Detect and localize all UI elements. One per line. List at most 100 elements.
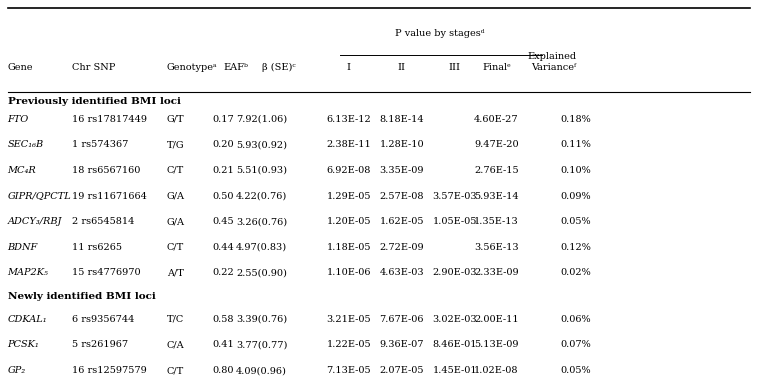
Text: 2.07E-05: 2.07E-05 [380, 366, 424, 375]
Text: 9.36E-07: 9.36E-07 [380, 340, 424, 349]
Text: 1.62E-05: 1.62E-05 [380, 217, 424, 226]
Text: 16 rs17817449: 16 rs17817449 [72, 115, 147, 124]
Text: 7.92(1.06): 7.92(1.06) [236, 115, 287, 124]
Text: 1.18E-05: 1.18E-05 [327, 243, 371, 252]
Text: T/G: T/G [167, 140, 184, 149]
Text: 2 rs6545814: 2 rs6545814 [72, 217, 134, 226]
Text: 0.06%: 0.06% [561, 315, 591, 324]
Text: 2.76E-15: 2.76E-15 [475, 166, 518, 175]
Text: 0.58: 0.58 [213, 315, 234, 324]
Text: 1.10E-06: 1.10E-06 [327, 268, 371, 277]
Text: 0.80: 0.80 [213, 366, 234, 375]
Text: 5.93(0.92): 5.93(0.92) [236, 140, 287, 149]
Text: 6 rs9356744: 6 rs9356744 [72, 315, 134, 324]
Text: 2.57E-08: 2.57E-08 [380, 192, 424, 201]
Text: 0.07%: 0.07% [561, 340, 591, 349]
Text: MC₄R: MC₄R [8, 166, 36, 175]
Text: GP₂: GP₂ [8, 366, 26, 375]
Text: 4.09(0.96): 4.09(0.96) [236, 366, 287, 375]
Text: 0.02%: 0.02% [561, 268, 591, 277]
Text: 16 rs12597579: 16 rs12597579 [72, 366, 147, 375]
Text: Previously identified BMI loci: Previously identified BMI loci [8, 97, 180, 106]
Text: EAFᵇ: EAFᵇ [224, 63, 249, 72]
Text: 0.12%: 0.12% [561, 243, 591, 252]
Text: Explained
Varianceᶠ: Explained Varianceᶠ [527, 52, 576, 72]
Text: 0.44: 0.44 [213, 243, 234, 252]
Text: Genotypeᵃ: Genotypeᵃ [167, 63, 218, 72]
Text: 3.21E-05: 3.21E-05 [327, 315, 371, 324]
Text: 4.60E-27: 4.60E-27 [475, 115, 518, 124]
Text: 5.13E-09: 5.13E-09 [475, 340, 518, 349]
Text: β (SE)ᶜ: β (SE)ᶜ [262, 63, 296, 72]
Text: 5.93E-14: 5.93E-14 [475, 192, 518, 201]
Text: Finalᵉ: Finalᵉ [482, 63, 511, 72]
Text: 0.18%: 0.18% [561, 115, 591, 124]
Text: G/T: G/T [167, 115, 184, 124]
Text: 1.22E-05: 1.22E-05 [327, 340, 371, 349]
Text: 3.77(0.77): 3.77(0.77) [236, 340, 287, 349]
Text: 0.45: 0.45 [213, 217, 234, 226]
Text: 6.92E-08: 6.92E-08 [327, 166, 371, 175]
Text: Gene: Gene [8, 63, 33, 72]
Text: 5 rs261967: 5 rs261967 [72, 340, 128, 349]
Text: MAP2K₅: MAP2K₅ [8, 268, 49, 277]
Text: G/A: G/A [167, 192, 185, 201]
Text: C/T: C/T [167, 243, 184, 252]
Text: 2.55(0.90): 2.55(0.90) [236, 268, 287, 277]
Text: 19 rs11671664: 19 rs11671664 [72, 192, 147, 201]
Text: 3.26(0.76): 3.26(0.76) [236, 217, 287, 226]
Text: 0.41: 0.41 [213, 340, 234, 349]
Text: 4.97(0.83): 4.97(0.83) [236, 243, 287, 252]
Text: 1.29E-05: 1.29E-05 [327, 192, 371, 201]
Text: 0.05%: 0.05% [561, 217, 591, 226]
Text: 2.33E-09: 2.33E-09 [475, 268, 518, 277]
Text: 9.47E-20: 9.47E-20 [475, 140, 518, 149]
Text: 4.22(0.76): 4.22(0.76) [236, 192, 287, 201]
Text: 0.17: 0.17 [213, 115, 234, 124]
Text: II: II [398, 63, 406, 72]
Text: 0.10%: 0.10% [561, 166, 591, 175]
Text: 1.20E-05: 1.20E-05 [327, 217, 371, 226]
Text: G/A: G/A [167, 217, 185, 226]
Text: Chr SNP: Chr SNP [72, 63, 115, 72]
Text: 3.02E-03: 3.02E-03 [433, 315, 477, 324]
Text: 7.67E-06: 7.67E-06 [380, 315, 424, 324]
Text: 3.56E-13: 3.56E-13 [475, 243, 518, 252]
Text: P value by stagesᵈ: P value by stagesᵈ [395, 29, 484, 38]
Text: 1 rs574367: 1 rs574367 [72, 140, 128, 149]
Text: 5.51(0.93): 5.51(0.93) [236, 166, 287, 175]
Text: SEC₁₆B: SEC₁₆B [8, 140, 44, 149]
Text: 1.28E-10: 1.28E-10 [380, 140, 424, 149]
Text: 0.11%: 0.11% [561, 140, 591, 149]
Text: C/T: C/T [167, 166, 184, 175]
Text: A/T: A/T [167, 268, 183, 277]
Text: 1.02E-08: 1.02E-08 [475, 366, 518, 375]
Text: 1.05E-05: 1.05E-05 [433, 217, 477, 226]
Text: Newly identified BMI loci: Newly identified BMI loci [8, 292, 155, 301]
Text: ADCY₃/RBJ: ADCY₃/RBJ [8, 217, 62, 226]
Text: 1.45E-01: 1.45E-01 [433, 366, 477, 375]
Text: CDKAL₁: CDKAL₁ [8, 315, 47, 324]
Text: 2.38E-11: 2.38E-11 [326, 140, 371, 149]
Text: 0.09%: 0.09% [561, 192, 591, 201]
Text: 2.72E-09: 2.72E-09 [380, 243, 424, 252]
Text: 1.35E-13: 1.35E-13 [474, 217, 519, 226]
Text: 0.21: 0.21 [213, 166, 234, 175]
Text: 4.63E-03: 4.63E-03 [380, 268, 424, 277]
Text: 3.35E-09: 3.35E-09 [380, 166, 424, 175]
Text: C/A: C/A [167, 340, 184, 349]
Text: 6.13E-12: 6.13E-12 [326, 115, 371, 124]
Text: C/T: C/T [167, 366, 184, 375]
Text: BDNF: BDNF [8, 243, 38, 252]
Text: 0.50: 0.50 [213, 192, 234, 201]
Text: 0.20: 0.20 [213, 140, 234, 149]
Text: 2.90E-03: 2.90E-03 [433, 268, 477, 277]
Text: 18 rs6567160: 18 rs6567160 [72, 166, 140, 175]
Text: 11 rs6265: 11 rs6265 [72, 243, 122, 252]
Text: 2.00E-11: 2.00E-11 [475, 315, 518, 324]
Text: 0.22: 0.22 [213, 268, 234, 277]
Text: FTO: FTO [8, 115, 29, 124]
Text: I: I [346, 63, 351, 72]
Text: 8.18E-14: 8.18E-14 [380, 115, 424, 124]
Text: 0.05%: 0.05% [561, 366, 591, 375]
